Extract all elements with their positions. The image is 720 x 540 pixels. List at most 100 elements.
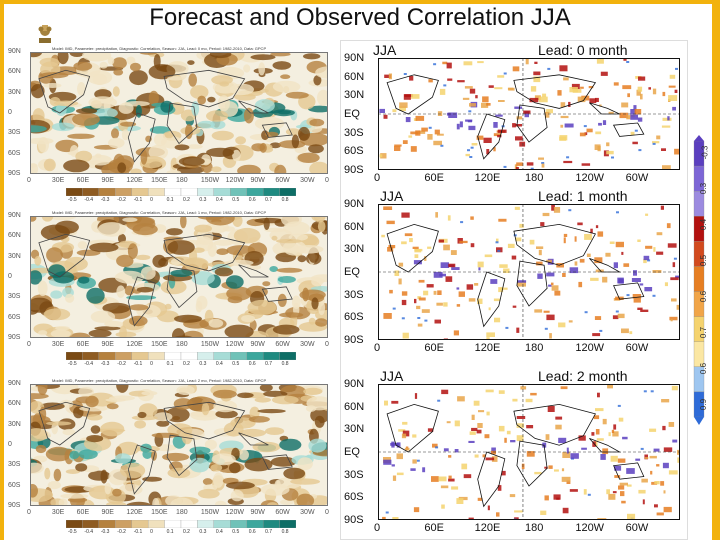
colorbar-label: 0.4 [215,361,223,367]
colorbar-label: 0.7 [265,529,273,535]
right-longitude-label: 60W [625,172,649,184]
colorbar-label: 0.5 [232,529,240,535]
right-latitude-label: EQ [344,108,360,120]
latitude-label: 30N [8,252,21,260]
right-longitude-label: 0 [374,172,381,184]
longitude-label: 150E [151,177,168,184]
right-longitude-label: 60W [625,342,649,354]
longitude-label: 30E [51,341,65,348]
right-panel-season: JJA [380,368,404,384]
longitude-label: 60E [76,341,90,348]
frame-left [0,0,4,540]
right-longitude-label: 0 [374,342,381,354]
right-longitude-label: 180 [525,522,544,534]
colorbar-label: 0.2 [183,197,190,203]
vertical-colorbar-label: -0.3 [700,145,710,160]
latitude-label: 90N [8,380,21,387]
latitude-label: 30N [8,88,21,96]
colorbar-label: 0.3 [199,529,207,535]
longitude-label: 30W [300,177,315,184]
right-latitude-label: 90S [344,514,364,526]
colorbar-label: -0.5 [68,361,77,367]
longitude-label: 60E [76,509,90,516]
right-latitude-label: 30S [344,288,364,301]
colorbar-label: 0 [150,197,153,203]
longitude-label: 90W [250,177,265,184]
left-colorbar [66,352,296,360]
colorbar-label: 0.8 [281,197,289,203]
colorbar-label: 0.1 [166,529,174,535]
longitude-label: 120E [126,509,143,516]
colorbar-label: -0.3 [100,361,110,367]
colorbar-label: 0 [150,529,153,535]
latitude-label: 60S [8,313,21,321]
colorbar-label: -0.1 [133,197,143,203]
colorbar-label: -0.4 [84,197,94,203]
longitude-label: 90E [101,177,114,184]
longitude-label: 90E [101,341,114,348]
longitude-label: 180 [176,177,188,184]
longitude-label: 150E [151,341,168,348]
longitude-label: 0 [27,509,31,516]
right-latitude-label: 90N [344,198,365,210]
latitude-label: 60N [8,400,21,408]
latitude-label: 30S [8,129,21,137]
vertical-colorbar-label: 0.4 [699,218,709,231]
left-correlation-map [30,216,328,338]
longitude-label: 90W [250,509,265,516]
right-correlation-map [378,204,680,340]
right-longitude-label: 180 [525,172,544,184]
colorbar-label: -0.2 [117,361,126,367]
longitude-label: 90E [101,509,114,516]
longitude-label: 30W [300,341,315,348]
left-correlation-map [30,384,328,506]
colorbar-label: -0.2 [117,529,126,535]
longitude-label: 60E [76,177,90,184]
frame-top [0,0,720,4]
latitude-label: 60N [8,232,21,240]
longitude-label: 180 [176,509,188,516]
latitude-label: 0 [8,273,12,280]
latitude-label: 60N [8,68,21,76]
longitude-label: 30E [51,177,65,184]
latitude-label: 90N [8,48,21,55]
longitude-label: 30W [300,509,315,516]
right-latitude-label: 60S [344,311,364,324]
right-latitude-label: 60N [344,70,365,83]
latitude-label: 0 [8,441,12,448]
longitude-label: 150W [200,341,220,348]
right-longitude-label: 60E [424,172,444,184]
right-latitude-label: 90N [344,52,365,64]
colorbar-label: 0.7 [265,361,273,367]
colorbar-label: 0.6 [248,361,256,367]
colorbar-label: 0.2 [183,361,190,367]
latitude-label: 90S [8,170,21,177]
right-longitude-label: 120W [575,342,605,354]
vertical-colorbar-label: 0.6 [699,290,709,303]
colorbar-label: 0.3 [199,361,207,367]
right-panel-lead: Lead: 2 month [538,368,628,384]
right-latitude-label: 60N [344,220,365,233]
right-panel-season: JJA [380,188,404,204]
longitude-label: 150W [200,509,220,516]
colorbar-label: -0.2 [117,197,126,203]
latitude-label: 90N [8,212,21,219]
right-correlation-map [378,58,680,170]
colorbar-label: 0.7 [265,197,273,203]
right-longitude-label: 120E [474,342,501,354]
vertical-colorbar [693,135,705,425]
longitude-label: 120W [225,509,244,516]
colorbar-label: 0.6 [248,197,256,203]
longitude-label: 120W [225,177,244,184]
longitude-label: 0 [325,509,329,516]
right-longitude-label: 120E [474,522,501,534]
colorbar-label: -0.4 [84,361,94,367]
vertical-colorbar-label: 0.9 [699,398,709,411]
colorbar-label: -0.5 [68,529,77,535]
longitude-label: 60W [275,341,290,348]
vertical-colorbar-label: 0.6 [699,362,709,375]
colorbar-label: -0.5 [68,197,77,203]
longitude-label: 90W [250,341,265,348]
longitude-label: 0 [27,177,31,184]
right-latitude-label: 60N [344,400,365,413]
